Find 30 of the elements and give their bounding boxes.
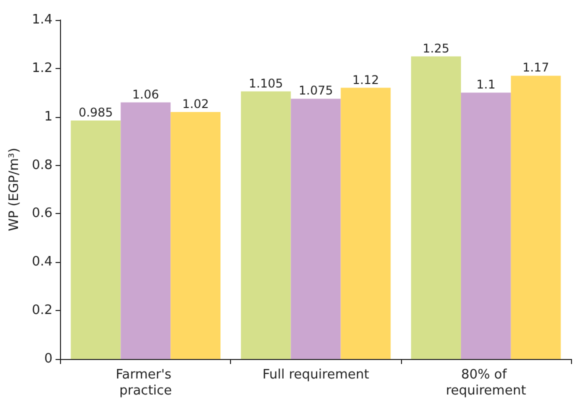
- y-tick-label: 1.4: [32, 12, 53, 28]
- y-tick-label: 1: [44, 109, 53, 124]
- bar: [70, 120, 121, 359]
- data-label: 1.25: [422, 41, 450, 56]
- bar: [170, 112, 221, 359]
- bar: [340, 88, 391, 359]
- x-tick-label: 80% of requirement: [446, 368, 526, 398]
- y-tick-label: 0.2: [32, 303, 53, 318]
- data-label: 1.02: [182, 97, 209, 112]
- y-tick-label: 0.8: [32, 158, 53, 173]
- y-tick-label: 0.4: [32, 254, 53, 270]
- x-tick-label: Farmer's practice: [116, 368, 176, 398]
- bar: [120, 102, 171, 359]
- y-tick-label: 0: [44, 352, 53, 366]
- data-label: 1.105: [248, 76, 284, 90]
- bar: [510, 76, 561, 359]
- y-tick-label: 0.6: [32, 206, 53, 222]
- data-label: 1.075: [298, 84, 333, 98]
- bar: [240, 91, 291, 359]
- data-label: 1.17: [522, 60, 550, 75]
- data-label: 1.12: [352, 72, 380, 87]
- bar: [460, 92, 511, 359]
- y-tick-label: 1.2: [32, 60, 53, 76]
- data-label: 0.985: [78, 105, 113, 120]
- data-label: 1.1: [476, 78, 496, 92]
- bar: [290, 98, 341, 359]
- data-label: 1.06: [132, 87, 160, 102]
- bar: [411, 56, 461, 359]
- x-tick-label: Full requirement: [262, 368, 370, 382]
- y-axis-title: WP (EGP/m³): [7, 148, 22, 232]
